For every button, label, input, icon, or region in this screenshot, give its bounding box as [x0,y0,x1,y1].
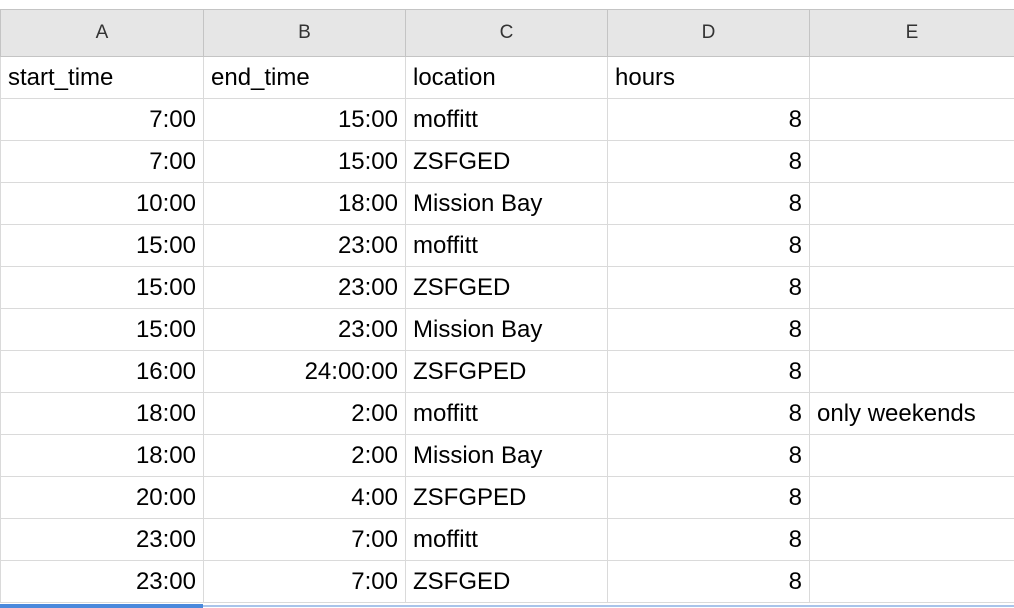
cell-c12[interactable]: moffitt [405,518,608,561]
column-header-b[interactable]: B [203,9,406,57]
cell-c7[interactable]: Mission Bay [405,308,608,351]
cell-e6[interactable] [809,266,1014,309]
cell-d3[interactable]: 8 [607,140,810,183]
cell-e13[interactable] [809,560,1014,603]
selected-row-border [203,605,1014,607]
cell-e8[interactable] [809,350,1014,393]
cell-b9[interactable]: 2:00 [203,392,406,435]
cell-d9[interactable]: 8 [607,392,810,435]
table-row: 23:00 7:00 ZSFGED 8 [0,560,1014,603]
column-header-row: A B C D E [0,9,1014,57]
cell-d11[interactable]: 8 [607,476,810,519]
column-header-e[interactable]: E [809,9,1014,57]
table-row: 7:00 15:00 ZSFGED 8 [0,140,1014,183]
cell-c1[interactable]: location [405,56,608,99]
cell-a13[interactable]: 23:00 [0,560,204,603]
table-row: 7:00 15:00 moffitt 8 [0,98,1014,141]
table-row: 15:00 23:00 Mission Bay 8 [0,308,1014,351]
cell-c6[interactable]: ZSFGED [405,266,608,309]
cell-b2[interactable]: 15:00 [203,98,406,141]
cell-e1[interactable] [809,56,1014,99]
table-header-row: start_time end_time location hours [0,56,1014,99]
cell-c13[interactable]: ZSFGED [405,560,608,603]
cell-d12[interactable]: 8 [607,518,810,561]
column-header-a[interactable]: A [0,9,204,57]
cell-e9[interactable]: only weekends [809,392,1014,435]
cell-d7[interactable]: 8 [607,308,810,351]
cell-b3[interactable]: 15:00 [203,140,406,183]
cell-c8[interactable]: ZSFGPED [405,350,608,393]
cell-e11[interactable] [809,476,1014,519]
table-row: 15:00 23:00 moffitt 8 [0,224,1014,267]
spreadsheet-grid: A B C D E start_time end_time location h… [0,9,1014,603]
table-row: 16:00 24:00:00 ZSFGPED 8 [0,350,1014,393]
cell-b13[interactable]: 7:00 [203,560,406,603]
column-header-d[interactable]: D [607,9,810,57]
cell-e10[interactable] [809,434,1014,477]
cell-a7[interactable]: 15:00 [0,308,204,351]
selected-cell-border [0,604,203,608]
cell-e3[interactable] [809,140,1014,183]
cell-e2[interactable] [809,98,1014,141]
cell-d2[interactable]: 8 [607,98,810,141]
cell-a2[interactable]: 7:00 [0,98,204,141]
cell-e5[interactable] [809,224,1014,267]
cell-c4[interactable]: Mission Bay [405,182,608,225]
cell-c5[interactable]: moffitt [405,224,608,267]
cell-c2[interactable]: moffitt [405,98,608,141]
cell-a10[interactable]: 18:00 [0,434,204,477]
cell-e7[interactable] [809,308,1014,351]
cell-a5[interactable]: 15:00 [0,224,204,267]
cell-a6[interactable]: 15:00 [0,266,204,309]
cell-a1[interactable]: start_time [0,56,204,99]
cell-c3[interactable]: ZSFGED [405,140,608,183]
cell-a3[interactable]: 7:00 [0,140,204,183]
cell-d8[interactable]: 8 [607,350,810,393]
cell-c11[interactable]: ZSFGPED [405,476,608,519]
cell-e12[interactable] [809,518,1014,561]
cell-c10[interactable]: Mission Bay [405,434,608,477]
cell-a12[interactable]: 23:00 [0,518,204,561]
table-row: 20:00 4:00 ZSFGPED 8 [0,476,1014,519]
cell-b12[interactable]: 7:00 [203,518,406,561]
cell-a11[interactable]: 20:00 [0,476,204,519]
cell-d6[interactable]: 8 [607,266,810,309]
cell-b11[interactable]: 4:00 [203,476,406,519]
table-row: 15:00 23:00 ZSFGED 8 [0,266,1014,309]
cell-b8[interactable]: 24:00:00 [203,350,406,393]
table-row: 18:00 2:00 Mission Bay 8 [0,434,1014,477]
column-header-c[interactable]: C [405,9,608,57]
cell-b6[interactable]: 23:00 [203,266,406,309]
cell-d1[interactable]: hours [607,56,810,99]
cell-b1[interactable]: end_time [203,56,406,99]
table-row: 10:00 18:00 Mission Bay 8 [0,182,1014,225]
cell-d10[interactable]: 8 [607,434,810,477]
cell-e4[interactable] [809,182,1014,225]
cell-b5[interactable]: 23:00 [203,224,406,267]
cell-d13[interactable]: 8 [607,560,810,603]
cell-b10[interactable]: 2:00 [203,434,406,477]
table-row: 23:00 7:00 moffitt 8 [0,518,1014,561]
cell-c9[interactable]: moffitt [405,392,608,435]
cell-d5[interactable]: 8 [607,224,810,267]
cell-a8[interactable]: 16:00 [0,350,204,393]
cell-a4[interactable]: 10:00 [0,182,204,225]
cell-b4[interactable]: 18:00 [203,182,406,225]
cell-d4[interactable]: 8 [607,182,810,225]
table-row: 18:00 2:00 moffitt 8 only weekends [0,392,1014,435]
cell-a9[interactable]: 18:00 [0,392,204,435]
cell-b7[interactable]: 23:00 [203,308,406,351]
